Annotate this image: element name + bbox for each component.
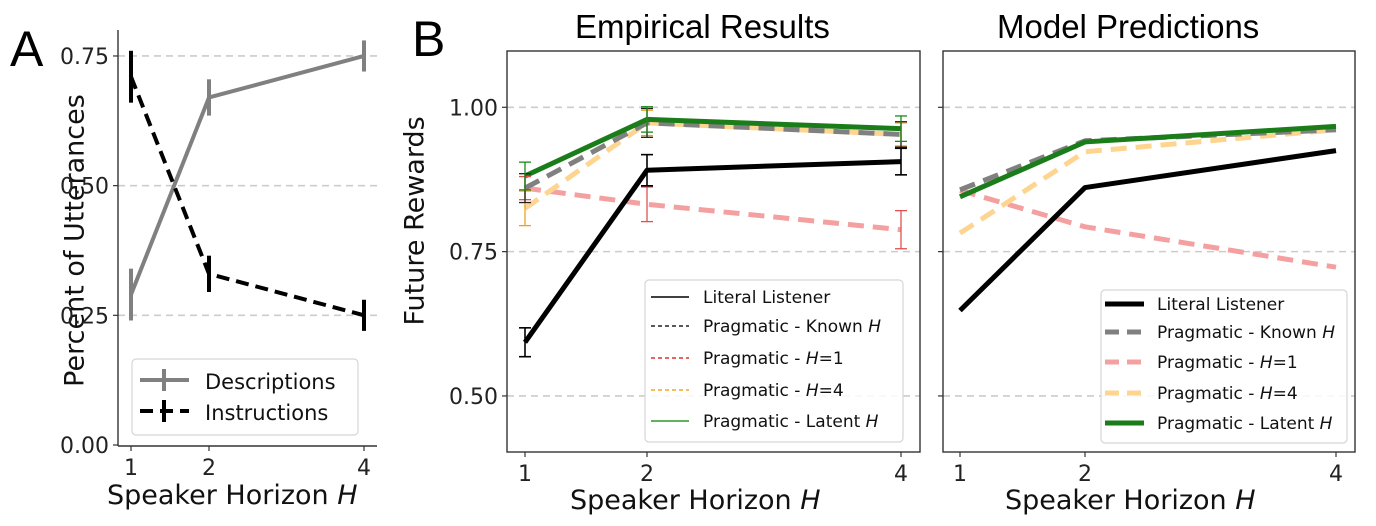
y-tick-label: 0.50: [449, 385, 498, 410]
legend-latent-label: Pragmatic - Latent H: [703, 412, 879, 432]
x-tick-label: 4: [357, 456, 371, 481]
empirical-results-chart: 0.50 0.75 1.00 1 2 4 Literal Listener Pragmatic…: [449, 50, 921, 487]
x-tick-label: 2: [202, 456, 216, 481]
y-tick-label: 0.50: [60, 175, 109, 200]
descriptions-line: [129, 54, 365, 296]
x-tick-label: 2: [1078, 462, 1092, 487]
pragmatic-h1-line: [959, 188, 1337, 270]
x-tick-label: 1: [124, 456, 138, 481]
legend-h4-label: Pragmatic - H=4: [1157, 384, 1298, 404]
x-tick-label: 1: [953, 462, 967, 487]
literal-listener-line: [958, 148, 1337, 313]
axes-frame: [942, 50, 1356, 453]
legend-h1-label: Pragmatic - H=1: [1157, 353, 1298, 373]
model-predictions-chart: 1 2 4 Literal Listener Pragmatic - Known H Pr…: [938, 50, 1356, 487]
legend-h4-label: Pragmatic - H=4: [703, 381, 844, 401]
legend-known-label: Pragmatic - Known H: [1157, 323, 1335, 343]
panel-a-letter: A: [10, 21, 44, 77]
model-title: Model Predictions: [997, 8, 1260, 45]
y-tick-label: 0.25: [60, 304, 109, 329]
pragmatic-h4-line: [958, 127, 1337, 236]
legend-h1-label: Pragmatic - H=1: [703, 349, 844, 369]
empirical-xlabel: Speaker Horizon H: [570, 485, 821, 516]
x-tick-label: 4: [894, 462, 908, 487]
y-tick-label: 0.75: [60, 45, 109, 70]
legend-known-label: Pragmatic - Known H: [703, 317, 881, 337]
legend-descriptions-label: Descriptions: [205, 370, 336, 394]
panel-b-letter: B: [412, 11, 446, 67]
pragmatic-h1-line: [524, 185, 902, 233]
y-tick-label: 0.75: [449, 241, 498, 266]
instructions-line: [129, 75, 365, 318]
legend-instructions-label: Instructions: [205, 401, 328, 425]
y-tick-label: 0.00: [60, 434, 109, 459]
legend-literal-label: Literal Listener: [703, 288, 830, 308]
pragmatic-latent-line: [958, 123, 1337, 200]
y-tick-label: 1.00: [449, 96, 498, 121]
axes-frame: [506, 50, 921, 453]
panel-a-xlabel: Speaker Horizon H: [107, 480, 358, 511]
pragmatic-known-line: [523, 120, 902, 191]
legend-literal-label: Literal Listener: [1157, 295, 1284, 315]
x-tick-label: 4: [1329, 462, 1343, 487]
legend-box: [644, 279, 904, 443]
legend-box: [1100, 289, 1348, 444]
x-tick-label: 2: [640, 462, 654, 487]
x-tick-label: 1: [518, 462, 532, 487]
legend-latent-label: Pragmatic - Latent H: [1157, 414, 1333, 434]
model-xlabel: Speaker Horizon H: [1005, 485, 1256, 516]
empirical-title: Empirical Results: [575, 8, 830, 45]
panel-a-chart: 0.00 0.25 0.50 0.75 1 2 4 Descriptions Instructi…: [60, 30, 377, 481]
